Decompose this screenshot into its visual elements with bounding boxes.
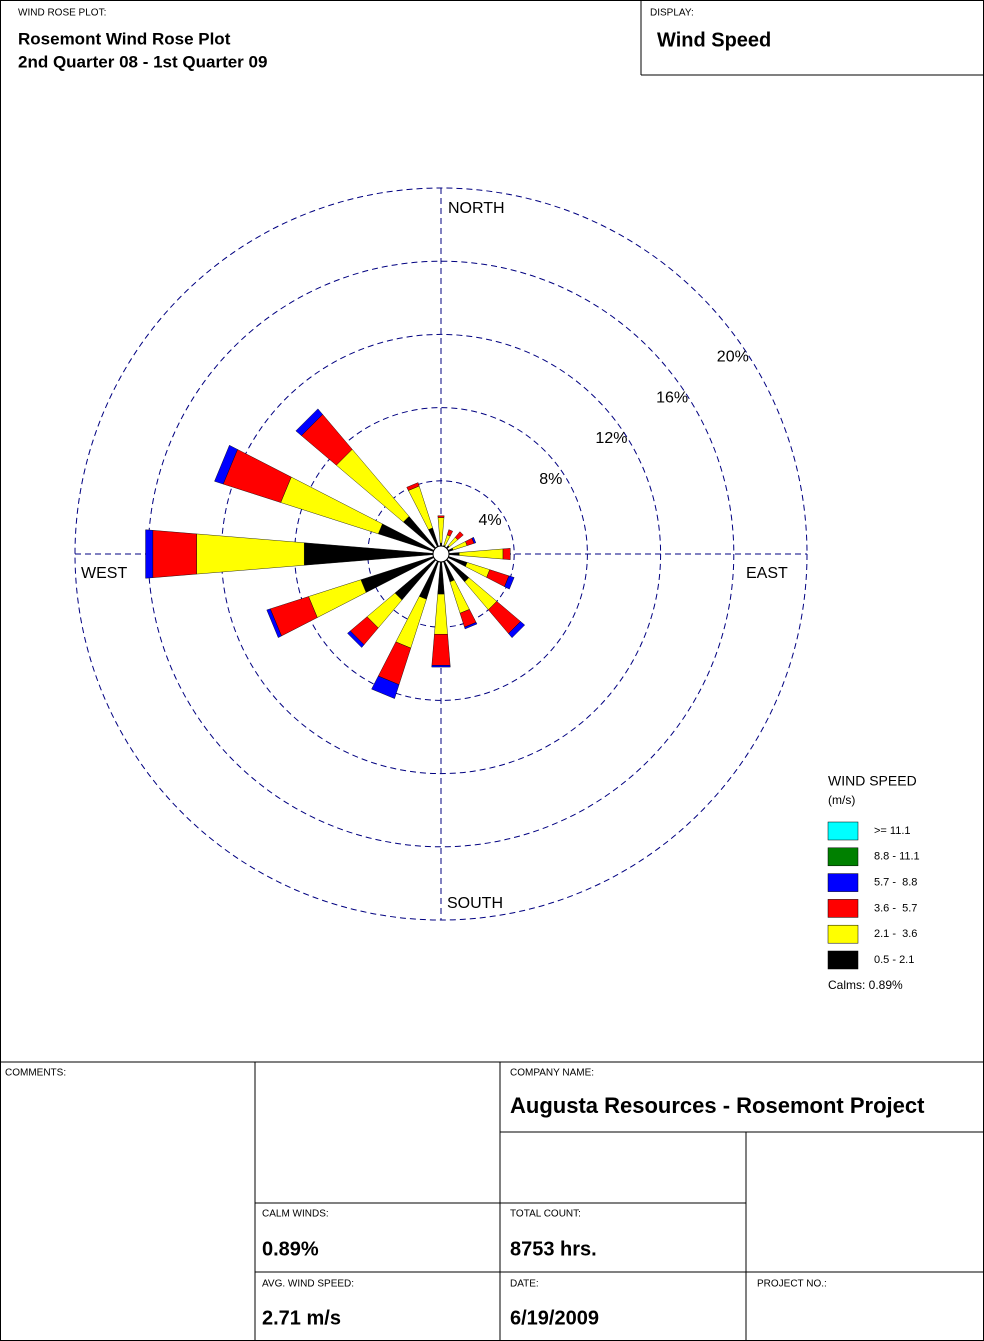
petal-segment bbox=[434, 593, 448, 635]
direction-label: EAST bbox=[746, 565, 788, 582]
date: 6/19/2009 bbox=[510, 1307, 599, 1329]
display-label: DISPLAY: bbox=[650, 8, 694, 19]
petal-segment bbox=[431, 665, 451, 668]
legend-swatch bbox=[827, 899, 859, 918]
calm-label: CALM WINDS: bbox=[262, 1209, 329, 1220]
petal-segment bbox=[395, 596, 427, 649]
calm-circle bbox=[432, 545, 450, 563]
legend-title: WIND SPEED bbox=[828, 773, 917, 789]
petal-segment bbox=[452, 541, 468, 551]
legend-swatch bbox=[827, 821, 859, 841]
legend-label: 0.5 - 2.1 bbox=[874, 954, 914, 966]
direction-label: SOUTH bbox=[447, 895, 503, 912]
legend-label: 5.7 - 8.8 bbox=[874, 877, 917, 889]
subtitle: 2nd Quarter 08 - 1st Quarter 09 bbox=[18, 52, 267, 71]
petal-segment bbox=[437, 517, 445, 544]
grid-ring bbox=[74, 187, 808, 921]
petal-segment bbox=[454, 531, 464, 541]
grid-ring bbox=[147, 260, 735, 848]
legend-swatch bbox=[827, 847, 859, 867]
petal-segment bbox=[502, 548, 511, 560]
count: 8753 hrs. bbox=[510, 1238, 597, 1260]
project-label: PROJECT NO.: bbox=[757, 1279, 827, 1290]
avg-label: AVG. WIND SPEED: bbox=[262, 1279, 354, 1290]
petal-segment bbox=[449, 579, 470, 614]
petal-segment bbox=[431, 634, 451, 666]
grid-ring bbox=[220, 333, 662, 775]
calms-label: Calms: 0.89% bbox=[828, 978, 903, 992]
legend-label: 2.1 - 3.6 bbox=[874, 928, 917, 940]
count-label: TOTAL COUNT: bbox=[510, 1209, 581, 1220]
date-label: DATE: bbox=[510, 1279, 539, 1290]
legend-swatch bbox=[827, 873, 859, 892]
title: Rosemont Wind Rose Plot bbox=[18, 29, 231, 48]
comments-label: COMMENTS: bbox=[5, 1068, 66, 1079]
ring-label: 8% bbox=[539, 471, 562, 488]
legend-label: >= 11.1 bbox=[874, 825, 911, 837]
ring-label: 16% bbox=[656, 389, 688, 406]
petal-segment bbox=[464, 577, 498, 611]
petal-segment bbox=[446, 529, 453, 537]
petal-segment bbox=[437, 515, 445, 518]
legend-swatch bbox=[827, 950, 859, 970]
legend-label: 8.8 - 11.1 bbox=[874, 851, 920, 863]
petal-segment bbox=[145, 529, 154, 579]
petal-segment bbox=[459, 548, 504, 560]
company-label: COMPANY NAME: bbox=[510, 1068, 594, 1079]
petal-segment bbox=[196, 533, 305, 575]
grid-ring bbox=[294, 407, 588, 701]
legend-unit: (m/s) bbox=[828, 793, 855, 807]
ring-label: 20% bbox=[717, 348, 749, 365]
legend-swatch bbox=[827, 924, 859, 944]
avg: 2.71 m/s bbox=[262, 1307, 341, 1329]
petal-segment bbox=[394, 553, 442, 601]
company: Augusta Resources - Rosemont Project bbox=[510, 1093, 925, 1118]
petal-segment bbox=[308, 579, 367, 618]
petal-segment bbox=[465, 562, 491, 578]
ring-label: 12% bbox=[595, 430, 627, 447]
ring-label: 4% bbox=[479, 512, 502, 529]
calm: 0.89% bbox=[262, 1238, 319, 1260]
plot-label: WIND ROSE PLOT: bbox=[18, 8, 106, 19]
direction-label: WEST bbox=[81, 565, 127, 582]
direction-label: NORTH bbox=[448, 200, 505, 217]
petal-segment bbox=[152, 530, 197, 578]
legend-label: 3.6 - 5.7 bbox=[874, 902, 917, 914]
display: Wind Speed bbox=[657, 29, 771, 51]
petal-segment bbox=[447, 536, 459, 548]
